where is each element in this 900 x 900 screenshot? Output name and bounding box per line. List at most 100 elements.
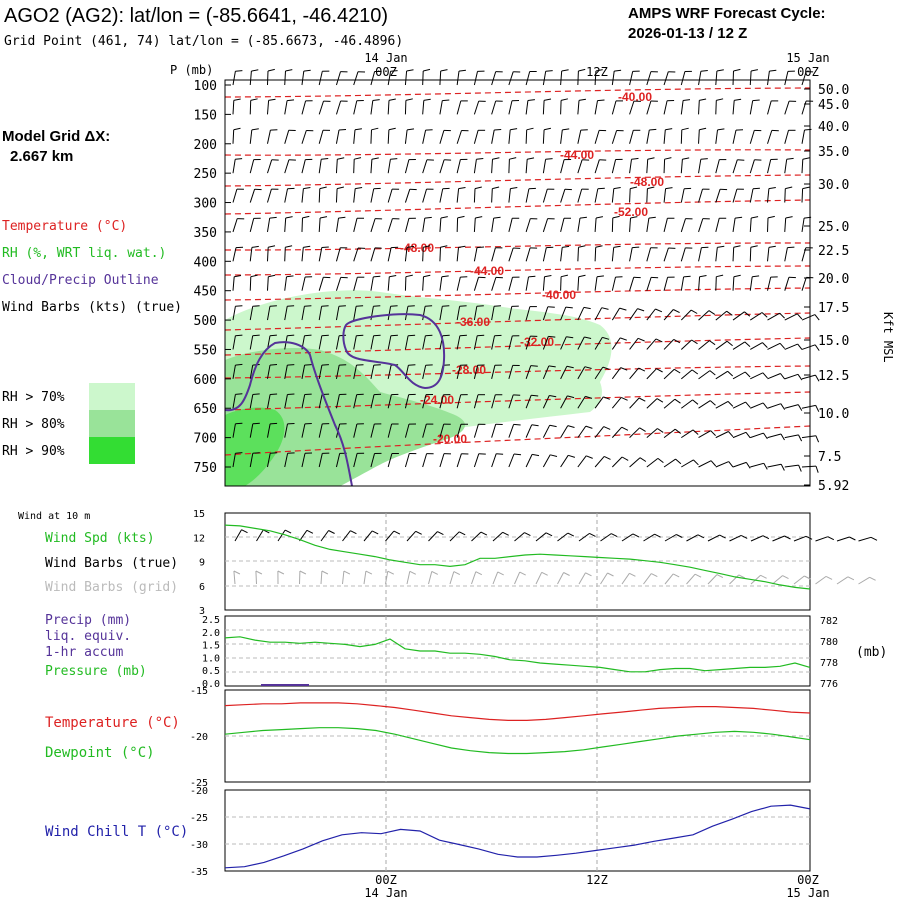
- wind-barb-flag: [717, 128, 725, 131]
- wind-barb-flag: [474, 186, 482, 190]
- wind-barb-shaft: [266, 218, 271, 233]
- temperature-contour-label: -36.00: [456, 315, 490, 329]
- temperature-contour: [224, 425, 811, 456]
- wind-barb-shaft: [646, 71, 652, 86]
- wind-barb-shaft: [422, 247, 424, 262]
- grid-wind-barb-flag: [343, 570, 351, 575]
- wind-barb-flag: [548, 335, 556, 338]
- wind-barb-shaft: [629, 159, 632, 174]
- wind-barb-flag: [621, 456, 629, 461]
- wind-barb-flag: [693, 459, 699, 466]
- true-wind-barb-flag: [371, 530, 379, 535]
- wind-barb-shaft: [508, 218, 513, 233]
- wind-barb-flag: [815, 435, 820, 443]
- wind-barb-shaft: [335, 277, 342, 291]
- wind-barb-flag: [338, 129, 347, 131]
- wind-barb-flag: [673, 309, 680, 314]
- wind-barb-shaft: [560, 159, 565, 174]
- wind-barb-flag: [762, 402, 768, 409]
- true-wind-barb: [406, 530, 417, 542]
- wind-barb-shaft: [284, 453, 289, 468]
- wind-barb-shaft: [284, 130, 290, 144]
- wind-barb-flag: [802, 186, 810, 190]
- wind-barb-flag: [354, 157, 362, 160]
- wind-barb-shaft: [508, 100, 513, 115]
- wind-barb-shaft: [698, 159, 702, 174]
- grid-wind-barb-flag: [365, 570, 373, 575]
- temperature-contour: [224, 199, 811, 215]
- wind-barb-shaft: [646, 188, 648, 203]
- grid-wind-barb: [772, 575, 783, 585]
- wind-barb-flag: [785, 186, 793, 190]
- wind-barb-flag: [744, 371, 751, 378]
- grid-wind-barb: [815, 575, 827, 585]
- temperature-contour-label: -20.00: [433, 432, 467, 446]
- wind-barb-flag: [657, 428, 664, 433]
- wind-barb-shaft: [801, 129, 805, 144]
- wind-barb-shaft: [439, 188, 444, 203]
- wind-barb-flag: [320, 216, 328, 219]
- wind-barb-flag: [602, 366, 610, 370]
- top-date-15jan: 15 Jan: [786, 51, 829, 65]
- wind-barb-shaft: [749, 247, 752, 262]
- wind-barb-flag: [761, 312, 768, 318]
- wind-barb-flag: [355, 187, 363, 190]
- wind-barb-flag: [235, 334, 243, 337]
- wind-barb-shaft: [335, 71, 341, 86]
- wind-barb-flag: [710, 430, 716, 436]
- height-tick-label: 45.0: [818, 98, 849, 113]
- temperature-contour: [224, 87, 811, 98]
- temperature-contour-label: -44.00: [560, 148, 594, 162]
- wind-barb-shaft: [681, 429, 694, 439]
- true-wind-barb: [471, 531, 482, 542]
- wind-barb-shaft: [353, 453, 358, 468]
- wind-barb-shaft: [542, 129, 545, 144]
- wind-barb-flag: [728, 461, 734, 468]
- wind-barb-shaft: [732, 431, 747, 439]
- grid-wind-barb: [363, 571, 367, 585]
- wind-barb-shaft: [456, 188, 460, 203]
- wind-barb-flag: [744, 341, 751, 347]
- grid-wind-barb: [342, 571, 345, 585]
- wind-barb-shaft: [767, 433, 782, 439]
- wind-barb-shaft: [611, 456, 623, 468]
- wind-barb-shaft: [370, 188, 375, 203]
- wind-barb-shaft: [784, 247, 788, 262]
- wind-barb-shaft: [525, 306, 531, 321]
- wind-barb-shaft: [370, 218, 376, 233]
- temp-dew-panel: -15 -20 -25: [190, 686, 811, 789]
- height-tick-label: 35.0: [818, 145, 849, 160]
- wind-barb-shaft: [335, 129, 340, 144]
- wind-barb-flag: [251, 128, 259, 131]
- wind-barb-shaft: [491, 159, 493, 174]
- true-wind-barb: [535, 532, 547, 542]
- wind-barb-flag: [734, 98, 742, 101]
- wind-barb-flag: [815, 405, 820, 412]
- wind-barb-flag: [388, 98, 396, 101]
- true-wind-barb-flag: [740, 534, 748, 539]
- wind-barb-shaft: [387, 100, 390, 115]
- wind-barb-shaft: [439, 70, 442, 86]
- wind-barb-flag: [458, 69, 466, 72]
- wind-barb-shaft: [594, 247, 597, 262]
- pressure-tick-label: 150: [194, 108, 217, 123]
- wind-barb-flag: [779, 342, 786, 349]
- wind-barb-shaft: [232, 394, 236, 409]
- wind-barb-shaft: [646, 458, 659, 468]
- wind-barb-flag: [733, 274, 741, 278]
- legend-rh70: RH > 70%: [2, 390, 65, 405]
- wind-barb-shaft: [387, 276, 390, 291]
- profile-axes: 100 150 200 250 300 350 400 450 500 550 600 650 700 7…: [194, 79, 850, 494]
- wind-barb-flag: [235, 158, 243, 160]
- wind-barb-flag: [786, 157, 794, 160]
- temperature-contour: [224, 287, 811, 301]
- true-wind-barb: [621, 533, 634, 542]
- wind-barb-flag: [302, 215, 310, 219]
- wind-barb-flag: [545, 70, 553, 72]
- grid-wind-barb: [836, 576, 849, 585]
- wind-barb-shaft: [784, 277, 790, 291]
- wind-barb-shaft: [611, 397, 622, 409]
- wind-barb-shaft: [646, 338, 657, 350]
- wind-barb-shaft: [284, 306, 288, 321]
- wind-barb-shaft: [491, 277, 497, 291]
